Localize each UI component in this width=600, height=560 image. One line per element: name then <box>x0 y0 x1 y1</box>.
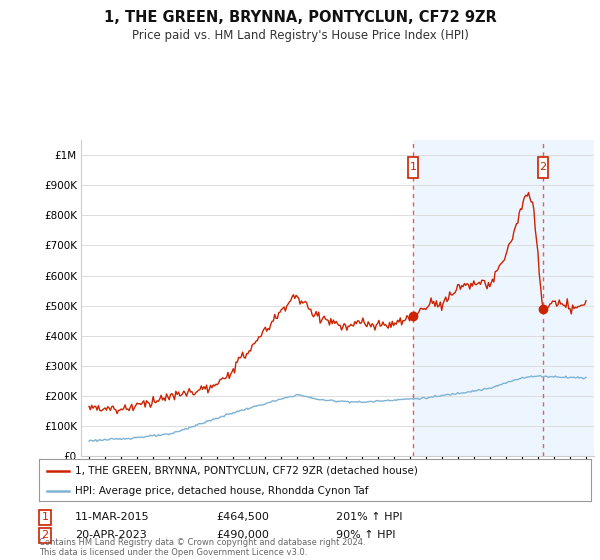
Text: 1, THE GREEN, BRYNNA, PONTYCLUN, CF72 9ZR (detached house): 1, THE GREEN, BRYNNA, PONTYCLUN, CF72 9Z… <box>75 466 418 476</box>
Text: £490,000: £490,000 <box>216 530 269 540</box>
Text: 2: 2 <box>539 162 546 172</box>
Text: 90% ↑ HPI: 90% ↑ HPI <box>336 530 395 540</box>
Bar <box>413 140 542 456</box>
Text: 1, THE GREEN, BRYNNA, PONTYCLUN, CF72 9ZR: 1, THE GREEN, BRYNNA, PONTYCLUN, CF72 9Z… <box>104 10 496 25</box>
FancyBboxPatch shape <box>408 157 418 178</box>
Text: 20-APR-2023: 20-APR-2023 <box>75 530 147 540</box>
Text: 1: 1 <box>409 162 416 172</box>
Text: HPI: Average price, detached house, Rhondda Cynon Taf: HPI: Average price, detached house, Rhon… <box>75 486 368 496</box>
Text: 201% ↑ HPI: 201% ↑ HPI <box>336 512 403 522</box>
FancyBboxPatch shape <box>538 157 548 178</box>
Text: Price paid vs. HM Land Registry's House Price Index (HPI): Price paid vs. HM Land Registry's House … <box>131 29 469 42</box>
Text: 2: 2 <box>41 530 49 540</box>
Text: 1: 1 <box>41 512 49 522</box>
Text: Contains HM Land Registry data © Crown copyright and database right 2024.
This d: Contains HM Land Registry data © Crown c… <box>39 538 365 557</box>
Text: £464,500: £464,500 <box>216 512 269 522</box>
Text: 11-MAR-2015: 11-MAR-2015 <box>75 512 149 522</box>
Bar <box>543 140 594 456</box>
